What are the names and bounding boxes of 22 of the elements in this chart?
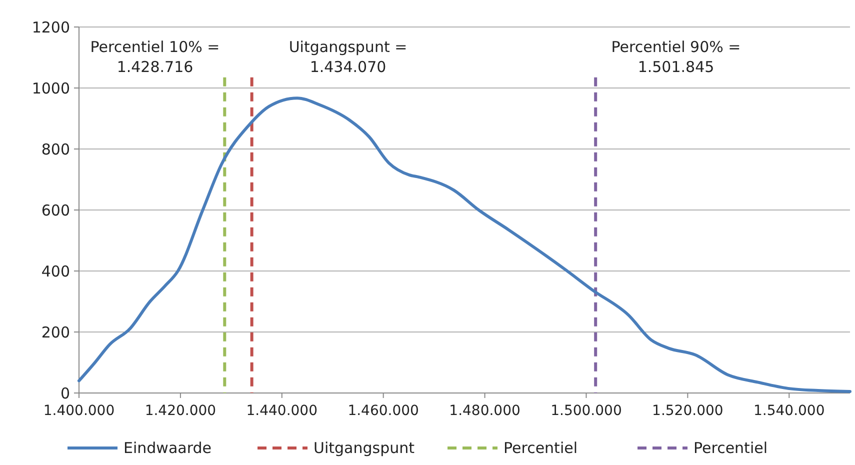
annotation: Uitgangspunt = 1.434.070 [288,38,408,76]
annotation: Percentiel 10% = 1.428.716 [90,38,220,76]
legend-label: Eindwaarde [124,439,212,457]
x-tick-label: 1.540.000 [754,403,825,419]
x-tick-label: 1.400.000 [43,403,115,419]
y-tick-label: 200 [41,323,70,342]
x-tick-label: 1.460.000 [348,403,419,419]
x-tick-label: 1.440.000 [246,403,318,419]
y-tick-label: 800 [41,140,70,158]
legend-label: Percentiel [694,439,768,457]
y-tick-label: 0 [60,384,70,402]
x-tick-label: 1.480.000 [449,403,520,419]
y-tick-label: 600 [41,201,70,220]
x-tick-label: 1.500.000 [550,403,622,419]
y-tick-label: 400 [41,262,70,280]
y-tick-label: 1000 [32,79,70,98]
x-tick-label: 1.520.000 [652,403,724,419]
annotation: Percentiel 90% = 1.501.845 [611,38,741,76]
y-tick-label: 1200 [32,18,70,36]
legend-label: Percentiel [504,439,578,457]
x-tick-label: 1.420.000 [144,403,216,419]
legend-label: Uitgangspunt [314,439,415,457]
